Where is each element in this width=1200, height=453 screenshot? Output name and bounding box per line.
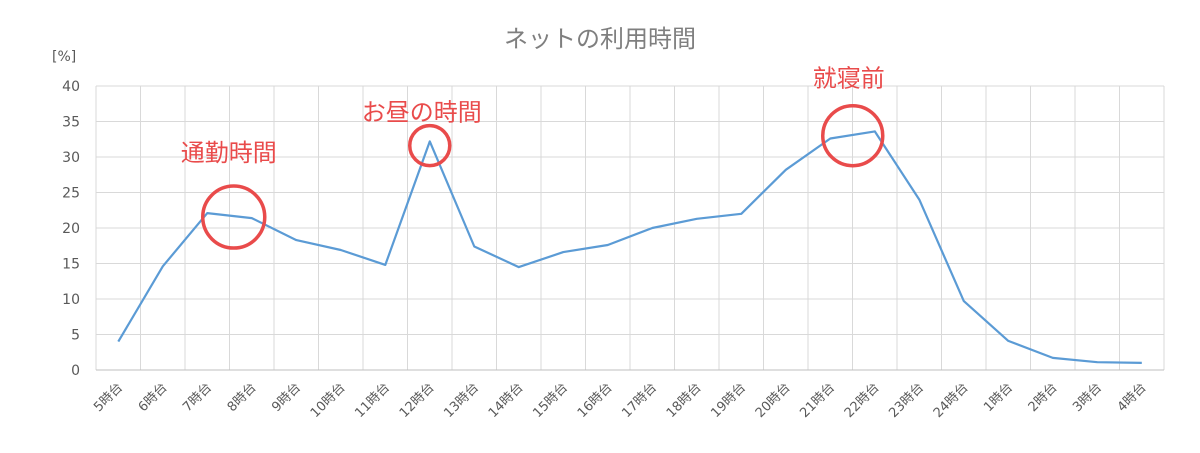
annotation-label: 通勤時間	[181, 139, 277, 167]
annotation-label: 就寝前	[813, 65, 885, 93]
x-tick-label: 17時台	[619, 380, 660, 421]
annotation-circle	[201, 184, 267, 250]
annotation-circle	[821, 103, 885, 168]
x-tick-label: 8時台	[225, 380, 260, 415]
series-layer	[117, 130, 1142, 364]
x-tick-label: 1時台	[981, 380, 1016, 415]
series-line	[117, 130, 1142, 364]
y-tick-label: 15	[62, 257, 80, 273]
x-tick-label: 11時台	[352, 380, 393, 421]
x-tick-label: 20時台	[753, 380, 794, 421]
x-tick-label: 22時台	[842, 380, 883, 421]
x-tick-label: 12時台	[397, 380, 438, 421]
y-tick-label: 35	[62, 115, 80, 131]
x-axis-ticks: 5時台 6時台 7時台 8時台 9時台 10時台 11時台 12時台 13時台 14時台 15時台 1…	[91, 380, 1149, 421]
y-tick-label: 25	[62, 186, 80, 202]
y-tick-label: 20	[62, 221, 80, 237]
annotation-circle	[408, 123, 452, 168]
x-tick-label: 18時台	[664, 380, 705, 421]
x-tick-label: 14時台	[486, 380, 527, 421]
y-tick-label: 40	[62, 79, 80, 95]
annotations: 通勤時間 お昼の時間 就寝前	[181, 65, 885, 250]
y-axis-ticks: 0 5 10 15 20 25 30 35 40	[62, 79, 80, 379]
gridlines	[95, 85, 1165, 371]
annotation-label: お昼の時間	[362, 99, 482, 127]
x-tick-label: 15時台	[530, 380, 571, 421]
x-tick-label: 21時台	[797, 380, 838, 421]
x-tick-label: 16時台	[575, 380, 616, 421]
x-tick-label: 23時台	[886, 380, 927, 421]
y-tick-label: 30	[62, 150, 80, 166]
x-tick-label: 7時台	[180, 380, 215, 415]
x-tick-label: 3時台	[1070, 380, 1105, 415]
x-tick-label: 4時台	[1115, 380, 1150, 415]
chart-title: ネットの利用時間	[504, 25, 696, 53]
x-tick-label: 13時台	[441, 380, 482, 421]
y-tick-label: 0	[71, 363, 80, 379]
y-tick-label: 5	[71, 328, 80, 344]
x-tick-label: 6時台	[136, 380, 171, 415]
x-tick-label: 24時台	[931, 380, 972, 421]
x-tick-label: 19時台	[708, 380, 749, 421]
x-tick-label: 9時台	[269, 380, 304, 415]
y-tick-label: 10	[62, 292, 80, 308]
x-tick-label: 5時台	[91, 380, 126, 415]
x-tick-label: 10時台	[308, 380, 349, 421]
x-tick-label: 2時台	[1026, 380, 1061, 415]
y-axis-unit: [%]	[52, 49, 76, 65]
